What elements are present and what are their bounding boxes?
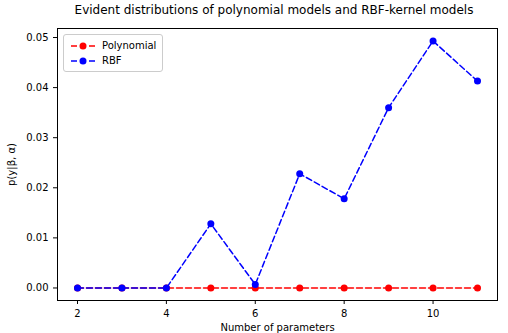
svg-text:0.04: 0.04 <box>26 82 48 93</box>
svg-text:0.05: 0.05 <box>26 32 48 43</box>
svg-text:0.00: 0.00 <box>26 282 48 293</box>
svg-text:4: 4 <box>163 308 169 319</box>
svg-text:p(y|β, α): p(y|β, α) <box>6 143 18 186</box>
svg-text:2: 2 <box>74 308 80 319</box>
svg-text:Number of parameters: Number of parameters <box>220 322 334 333</box>
svg-text:6: 6 <box>252 308 258 319</box>
svg-text:0.02: 0.02 <box>26 182 48 193</box>
html-text:RBF: RBF <box>102 55 122 66</box>
html-text:Polynomial: Polynomial <box>102 40 157 51</box>
html-text:Evident distributions of polyn: Evident distributions of polynomial mode… <box>74 3 474 17</box>
svg-text:10: 10 <box>427 308 440 319</box>
svg-text:0.03: 0.03 <box>26 132 48 143</box>
svg-text:0.01: 0.01 <box>26 232 48 243</box>
svg-text:8: 8 <box>341 308 347 319</box>
